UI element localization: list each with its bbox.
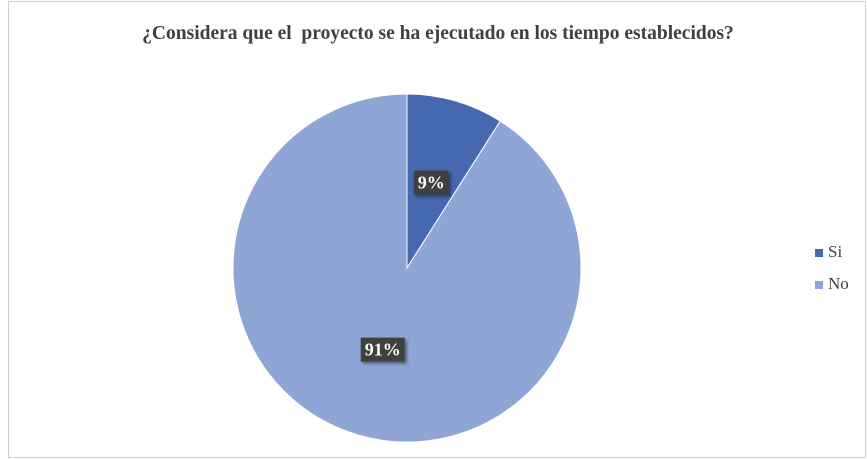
pie-slice	[232, 93, 582, 443]
legend-label: Si	[828, 242, 842, 261]
chart-title: ¿Considera que el proyecto se ha ejecuta…	[142, 23, 734, 44]
legend-label: No	[828, 274, 849, 293]
legend-swatch	[815, 281, 823, 289]
data-label: 91%	[365, 340, 401, 360]
legend-swatch	[815, 249, 823, 257]
chart-border	[8, 1, 866, 458]
data-label-box	[413, 170, 449, 195]
data-label: 9%	[418, 173, 445, 193]
pie-slice	[406, 93, 501, 270]
data-label-box	[360, 337, 405, 362]
